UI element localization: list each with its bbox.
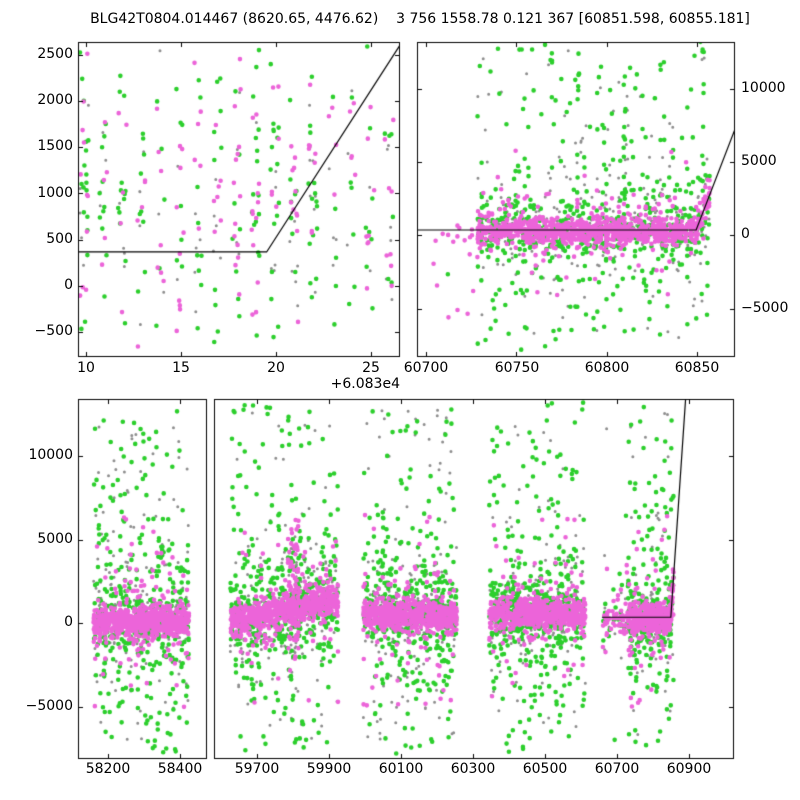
- xtick-label: 59900: [306, 761, 352, 777]
- ytick-label: 0: [741, 226, 750, 242]
- xtick-label: 60800: [584, 360, 630, 376]
- ytick-label: −5000: [25, 698, 73, 714]
- ytick-label: 5000: [37, 531, 73, 547]
- ytick-label: 10000: [28, 447, 73, 463]
- xtick-label: 60700: [594, 761, 640, 777]
- xtick-label: 60300: [450, 761, 496, 777]
- ytick-label: −500: [34, 323, 73, 339]
- xtick-label: 20: [267, 360, 285, 376]
- ytick-label: 500: [46, 231, 73, 247]
- xtick-label: 15: [172, 360, 190, 376]
- xtick-label: 10: [77, 360, 95, 376]
- xtick-label: 58400: [157, 761, 203, 777]
- ytick-label: 2500: [37, 46, 73, 62]
- x-axis-offset-label: +6.083e4: [330, 376, 400, 392]
- xtick-label: 60500: [522, 761, 568, 777]
- ytick-label: 5000: [741, 153, 777, 169]
- ytick-label: 0: [64, 277, 73, 293]
- xtick-label: 60900: [666, 761, 712, 777]
- xtick-label: 60850: [674, 360, 720, 376]
- plot-title: BLG42T0804.014467 (8620.65, 4476.62) 3 7…: [90, 11, 750, 27]
- xtick-label: 60700: [403, 360, 449, 376]
- xtick-label: 60750: [494, 360, 540, 376]
- xtick-label: 58200: [85, 761, 131, 777]
- xtick-label: 60100: [378, 761, 424, 777]
- ytick-label: 1500: [37, 138, 73, 154]
- xtick-label: 25: [362, 360, 380, 376]
- xtick-label: 59700: [234, 761, 280, 777]
- ytick-label: 2000: [37, 92, 73, 108]
- ytick-label: 10000: [741, 80, 786, 96]
- ytick-label: 1000: [37, 185, 73, 201]
- ytick-label: 0: [64, 614, 73, 630]
- ytick-label: −5000: [741, 300, 789, 316]
